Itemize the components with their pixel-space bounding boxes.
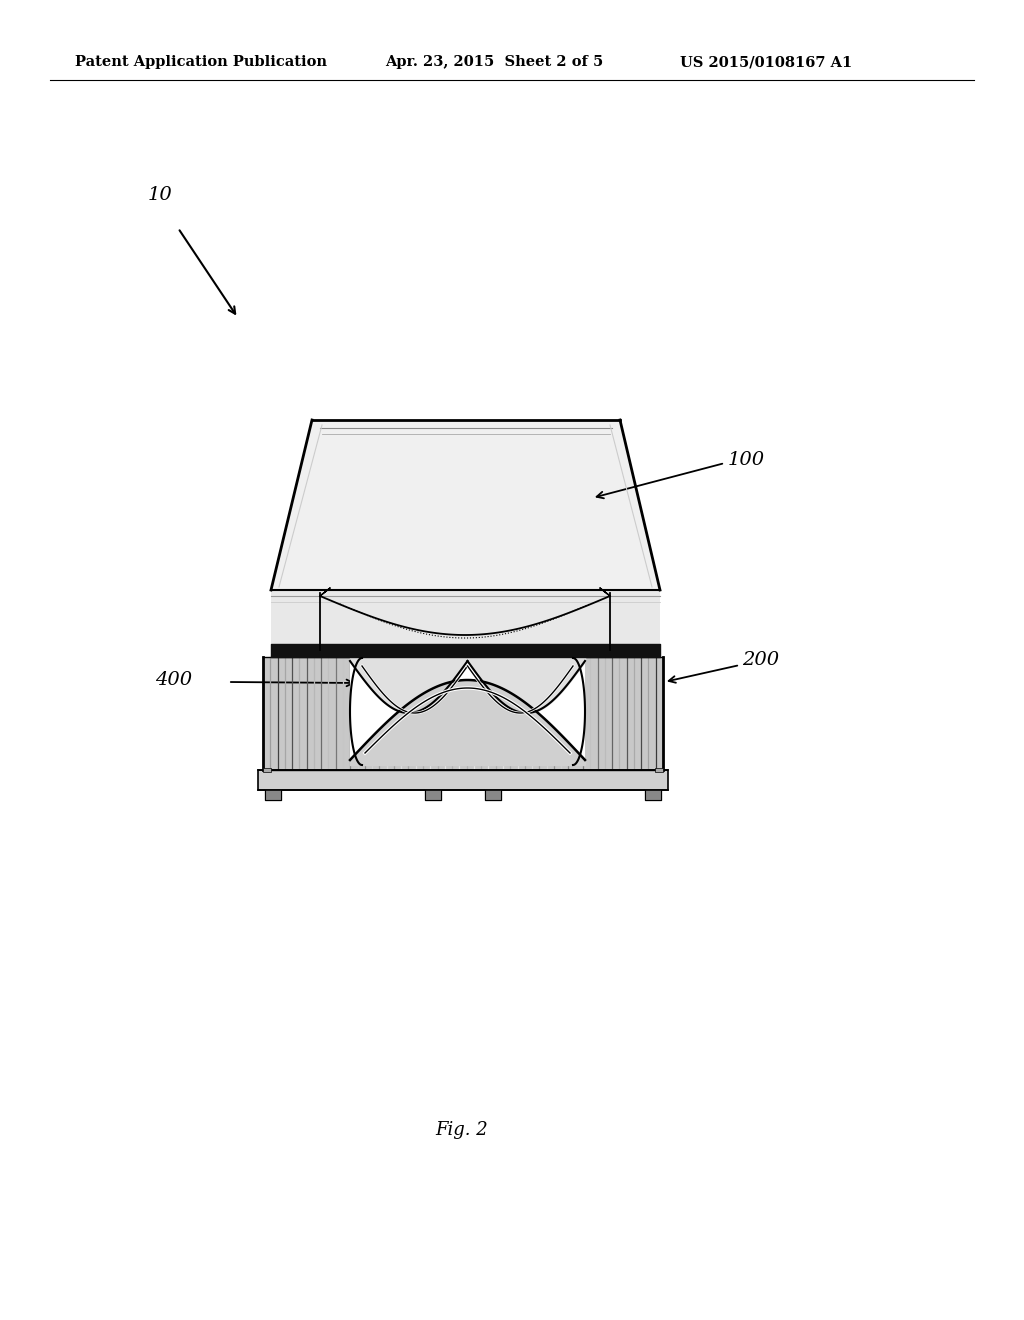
Bar	[271, 590, 660, 645]
Bar	[263, 768, 271, 772]
Text: 200: 200	[742, 651, 779, 669]
Bar	[258, 770, 668, 789]
Text: 100: 100	[728, 451, 765, 469]
Polygon shape	[271, 420, 660, 590]
Bar	[350, 657, 585, 766]
Text: 400: 400	[155, 671, 193, 689]
Bar	[263, 657, 663, 770]
Text: Apr. 23, 2015  Sheet 2 of 5: Apr. 23, 2015 Sheet 2 of 5	[385, 55, 603, 69]
Text: US 2015/0108167 A1: US 2015/0108167 A1	[680, 55, 852, 69]
Text: Patent Application Publication: Patent Application Publication	[75, 55, 327, 69]
Text: 10: 10	[148, 186, 173, 205]
Text: Fig. 2: Fig. 2	[435, 1121, 488, 1139]
Bar	[655, 768, 663, 772]
